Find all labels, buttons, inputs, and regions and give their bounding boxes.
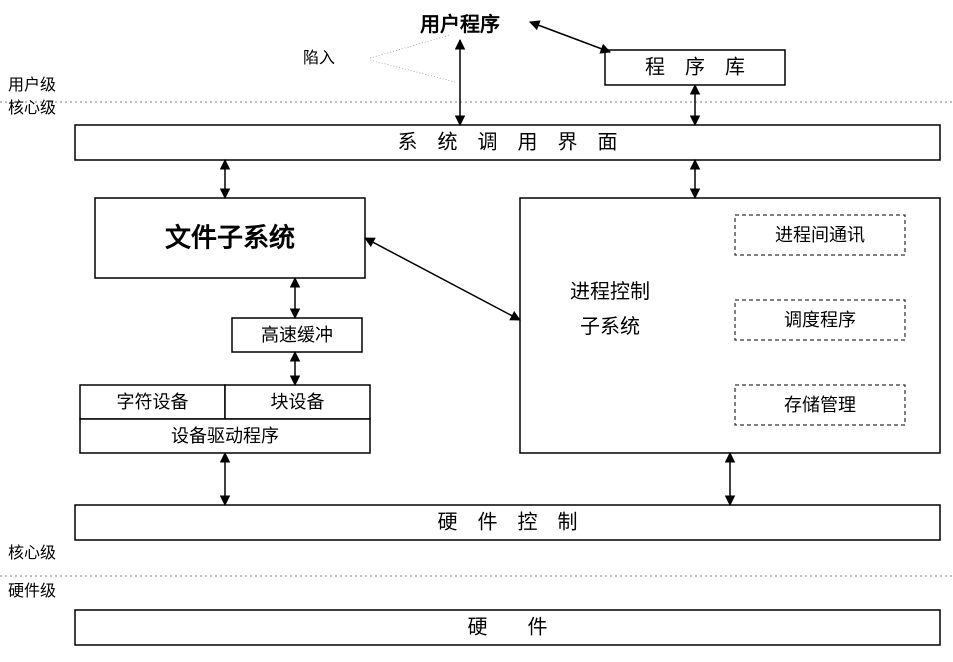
proc-sub-1-label: 调度程序 [784,310,856,330]
blockdev-label: 块设备 [271,392,325,412]
arrow-user-lib [530,22,610,52]
user_prog-label: 用户程序 [420,12,500,36]
proc-title2: 子系统 [580,315,640,338]
filesys-label: 文件子系统 [165,223,295,253]
level-label-user: 用户级 [8,76,56,94]
level-label-kernel1: 核心级 [8,99,56,117]
arrow-file-proc [365,238,520,320]
proc-title1: 进程控制 [570,280,650,303]
hardware-label: 硬 件 [468,616,548,639]
cache-label: 高速缓冲 [261,325,333,345]
hwctrl-label: 硬 件 控 制 [438,511,578,534]
trap-dotline-1 [370,60,455,82]
proc-sub-2-label: 存储管理 [784,395,856,415]
chardev-label: 字符设备 [117,392,189,412]
syscall-label: 系 统 调 用 界 面 [398,131,618,154]
level-label-hw: 硬件级 [8,582,56,600]
proc-sub-0-label: 进程间通讯 [775,225,865,245]
lib-label: 程 序 库 [645,56,745,79]
trap-dotline-0 [370,35,450,58]
level-label-kernel2: 核心级 [8,544,56,562]
driver-label: 设备驱动程序 [171,426,279,446]
trap-label: 陷入 [303,49,335,67]
